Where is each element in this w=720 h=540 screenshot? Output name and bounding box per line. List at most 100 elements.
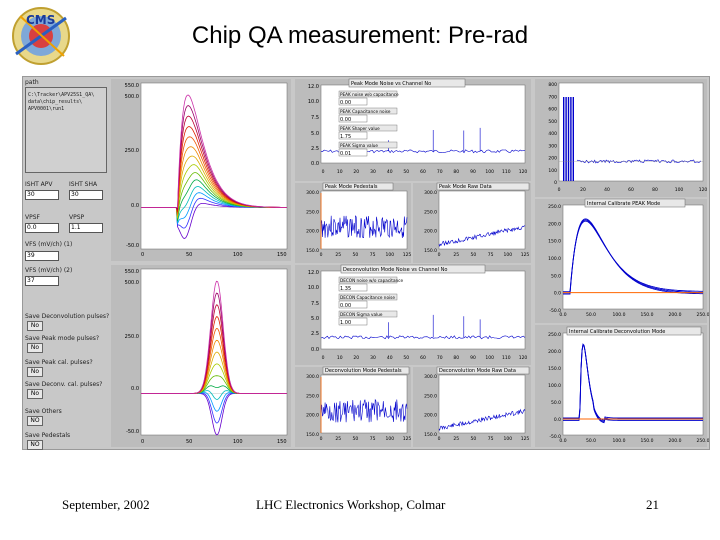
path-label: path: [25, 79, 39, 86]
cal-curve: [563, 343, 703, 424]
cal-curve: [563, 219, 703, 294]
field-label-box: [338, 124, 398, 132]
y-tick-label: 100.0: [548, 383, 561, 389]
x-tick-label: 125: [403, 252, 412, 258]
vpsf-field[interactable]: 0.0: [25, 223, 59, 233]
x-tick-label: 50: [403, 169, 409, 175]
x-tick-label: 110: [502, 355, 511, 361]
slide-title: Chip QA measurement: Pre-rad: [191, 22, 529, 49]
footer-page-number: 21: [646, 497, 659, 512]
y-tick-label: 800: [548, 82, 557, 88]
footer-date: September, 2002: [62, 497, 150, 512]
deconv-pedestals-plot: Deconvolution Mode Pedestals 300.0 250.0 2…: [295, 366, 411, 447]
logo-text: CMS: [26, 13, 55, 27]
noise-y-tick: 0.0: [311, 161, 319, 167]
x-tick-label: 100: [675, 187, 684, 193]
x-tick-label: 70: [437, 169, 443, 175]
deconv-noise-title: Deconvolution Mode Noise vs Channel No: [343, 267, 447, 273]
field-value: 0.00: [340, 117, 351, 123]
x-tick-label: 90: [470, 355, 476, 361]
y-tick-label: 200.0: [306, 413, 319, 419]
field-label: PEAK noise w/o capacitance: [340, 92, 399, 97]
save-pedestals-button[interactable]: NO: [27, 440, 43, 450]
field-value-box: [338, 114, 368, 123]
shape-top-x-tick: 100: [233, 252, 243, 258]
x-tick-label: 0: [438, 252, 441, 258]
field-value: 1.75: [340, 134, 351, 140]
shape-bot-y-tick: -50.0: [126, 429, 139, 435]
save-peak2-button[interactable]: No: [27, 367, 43, 377]
vfs2-label: VFS (mV/ch) (2): [25, 267, 73, 274]
y-tick-label: 300: [548, 143, 557, 149]
x-tick-label: 10: [337, 169, 343, 175]
field-label-box: [338, 310, 398, 318]
isht-apv-field[interactable]: 30: [25, 190, 59, 200]
x-tick-label: 0.0: [559, 312, 566, 318]
y-tick-label: 250.0: [306, 209, 319, 215]
noise-y-tick: 5.0: [311, 131, 319, 137]
y-tick-label: 200.0: [548, 349, 561, 355]
y-tick-label: 700: [548, 94, 557, 100]
pulse-curve: [141, 280, 287, 394]
x-tick-label: 20: [580, 187, 586, 193]
x-tick-label: 0.0: [559, 438, 566, 444]
x-tick-label: 80: [453, 355, 459, 361]
deconv-ped-title: Deconvolution Mode Pedestals: [325, 368, 402, 374]
path-control[interactable]: C:\Tracker\APV25S1_QA\ data\chip_results…: [25, 87, 107, 173]
x-tick-label: 20: [353, 355, 359, 361]
hist-trace: [576, 159, 702, 164]
noise-y-tick: 0.0: [311, 347, 319, 353]
save-deconv2-button[interactable]: No: [27, 389, 43, 399]
vfs-field[interactable]: 39: [25, 251, 59, 261]
peak-pedestals-plot: Peak Mode Pedestals 300.0 250.0 200.0 150.0…: [295, 182, 412, 263]
save-peak-button[interactable]: No: [27, 343, 43, 353]
y-tick-label: 200: [548, 156, 557, 162]
x-tick-label: 120: [519, 169, 528, 175]
x-tick-label: 40: [387, 355, 393, 361]
x-tick-label: 50.0: [586, 438, 596, 444]
x-tick-label: 30: [370, 355, 376, 361]
noise-y-tick: 2.5: [311, 331, 319, 337]
x-tick-label: 120: [699, 187, 708, 193]
vpsf-label: VPSF: [25, 214, 40, 221]
shape-bot-x-tick: 0: [141, 439, 144, 445]
vpsp-field[interactable]: 1.1: [69, 223, 103, 233]
shape-top-y-tick: 250.0: [125, 148, 139, 154]
y-tick-label: 300.0: [306, 374, 319, 380]
noise-y-tick: 7.5: [311, 115, 319, 121]
vfs2-field[interactable]: 37: [25, 276, 59, 286]
isht-sha-field[interactable]: 30: [69, 190, 103, 200]
save-peak2-label: Save Peak cal. pulses?: [25, 359, 93, 366]
hist-bar: [567, 97, 570, 181]
x-tick-label: 25: [453, 436, 459, 442]
shape-bot-y-tick: 250.0: [125, 334, 139, 340]
shape-top-y-tick: 0.0: [131, 203, 139, 209]
int-cal-deconv-plot: Internal Calibrate Deconvolution Mode 25…: [535, 325, 709, 447]
y-tick-label: 0.0: [554, 417, 561, 423]
data-trace: [438, 408, 526, 431]
hist-bar: [570, 97, 572, 181]
x-tick-label: 50: [353, 252, 359, 258]
noise-trace: [320, 335, 526, 340]
x-tick-label: 75: [488, 436, 494, 442]
shape-bot-y-tick: 500.0: [125, 280, 139, 286]
save-deconv-button[interactable]: No: [27, 321, 43, 331]
x-tick-label: 75: [488, 252, 494, 258]
field-value-box: [338, 317, 368, 326]
x-tick-label: 100.0: [613, 438, 626, 444]
y-tick-label: 200.0: [424, 229, 437, 235]
x-tick-label: 25: [335, 252, 341, 258]
noise-y-tick: 2.5: [311, 146, 319, 152]
save-peak-label: Save Peak mode pulses?: [25, 335, 100, 342]
field-value: 1.35: [340, 286, 351, 292]
field-label: PEAK Shaper value: [340, 126, 380, 131]
y-tick-label: 300.0: [306, 190, 319, 196]
field-value: 0.00: [340, 100, 351, 106]
data-trace: [438, 225, 526, 247]
save-others-button[interactable]: NO: [27, 416, 43, 426]
y-tick-label: 150.0: [548, 366, 561, 372]
hist-bar: [565, 97, 567, 181]
y-tick-label: 250.0: [424, 393, 437, 399]
x-tick-label: 60: [420, 355, 426, 361]
hist-bar: [572, 97, 574, 181]
